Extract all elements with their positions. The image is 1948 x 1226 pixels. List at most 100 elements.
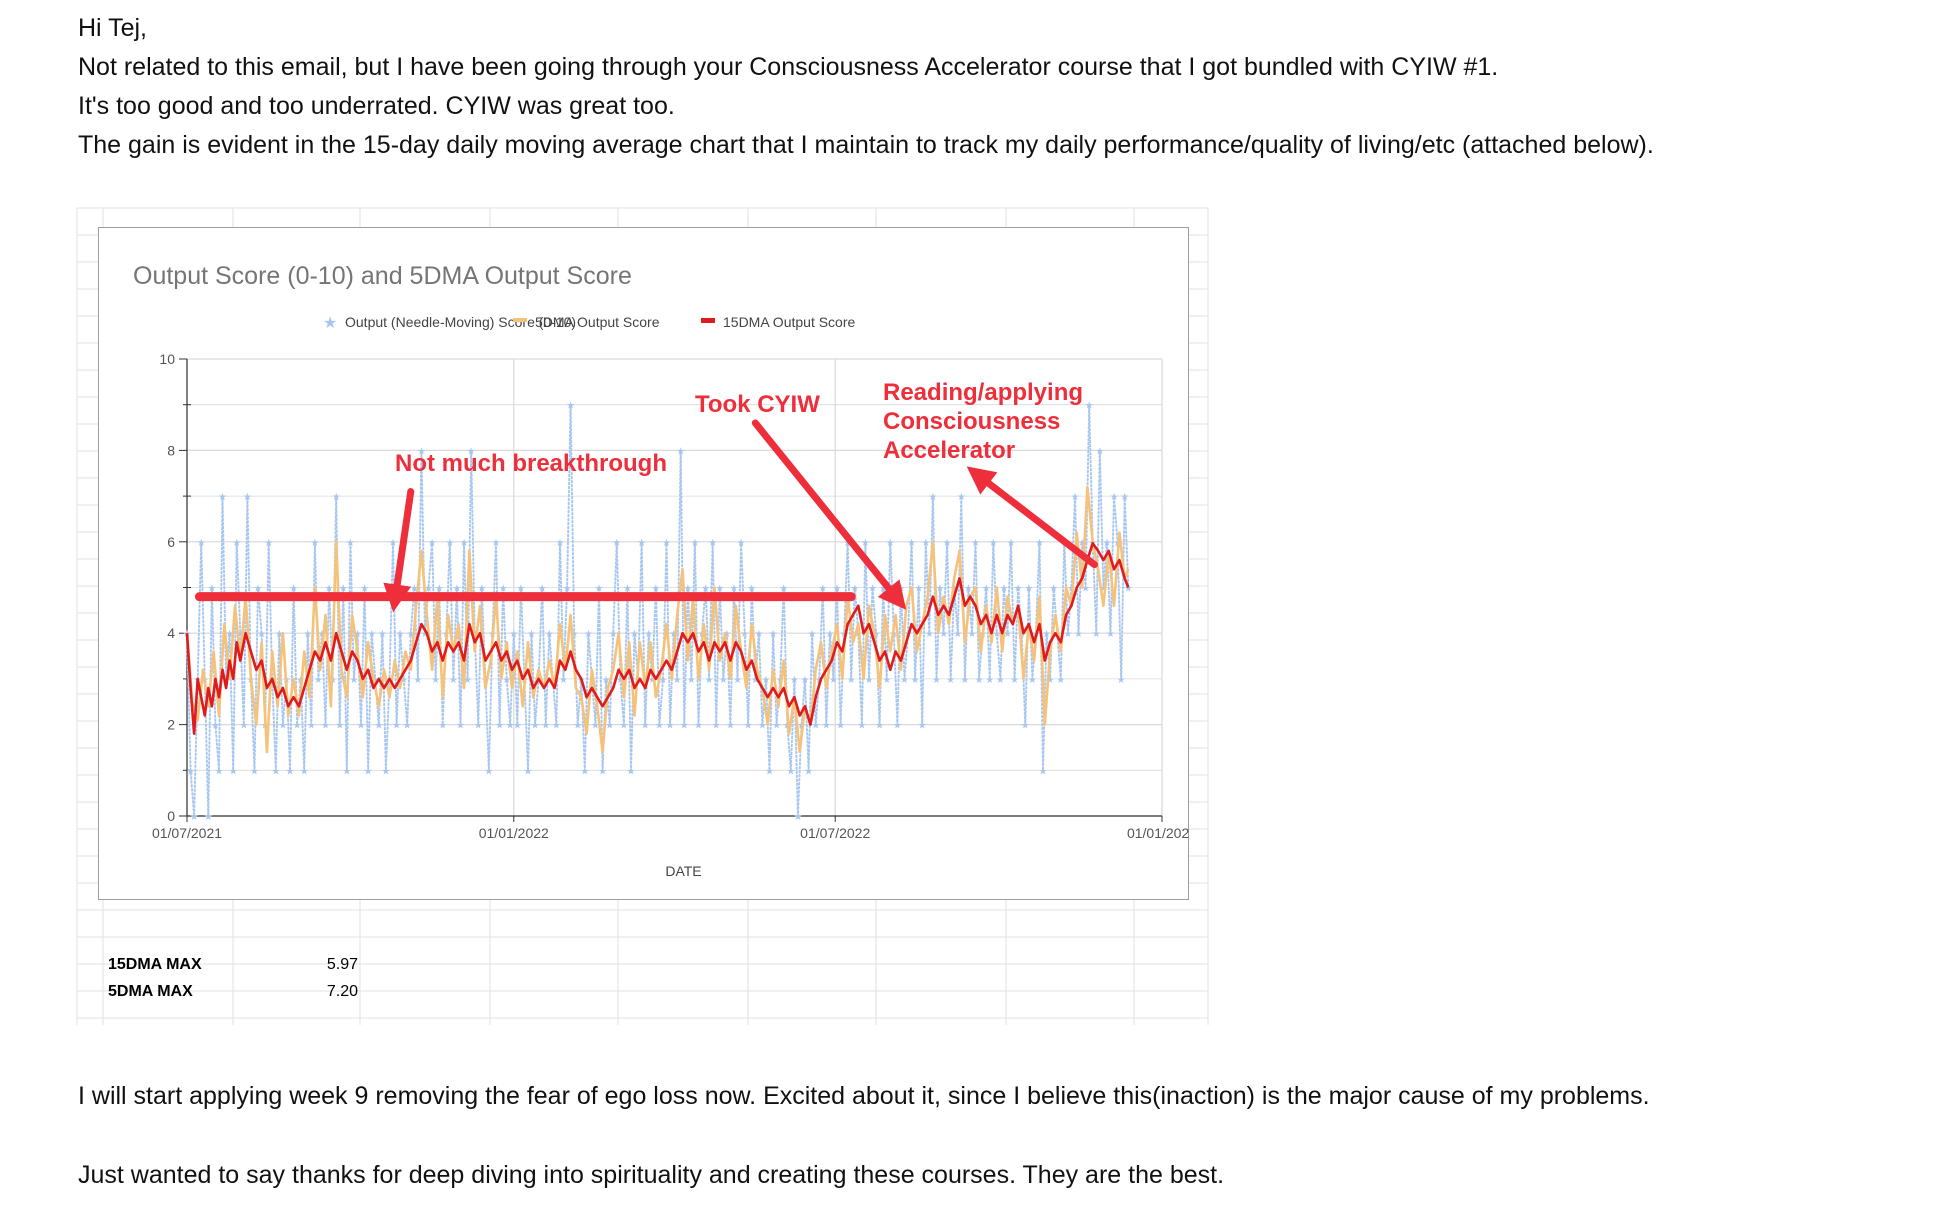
output-score-point: ★ [850,584,859,595]
output-score-point: ★ [506,721,515,732]
output-score-point: ★ [335,721,344,732]
annotation-took-cyiw: Took CYIW [695,391,907,610]
dma15-line [185,541,1130,735]
output-score-point: ★ [516,584,525,595]
output-score-point: ★ [374,721,383,732]
output-score-point: ★ [452,584,461,595]
output-score-point: ★ [694,721,703,732]
output-score-point: ★ [946,675,955,686]
output-score-point: ★ [655,721,664,732]
output-score-point: ★ [413,675,422,686]
y-tick-label: 4 [167,625,175,641]
output-score-point: ★ [545,629,554,640]
output-score-point: ★ [744,721,753,732]
output-score-point: ★ [651,584,660,595]
output-score-point: ★ [410,584,419,595]
email-line-week9: I will start applying week 9 removing th… [78,1082,1650,1110]
email-greeting: Hi Tej, [78,14,148,42]
output-score-point: ★ [275,629,284,640]
output-score-point: ★ [289,584,298,595]
output-score-point: ★ [595,584,604,595]
output-score-point: ★ [371,675,380,686]
output-score-point: ★ [808,629,817,640]
output-score-point: ★ [559,675,568,686]
output-score-point: ★ [552,721,561,732]
output-score-point: ★ [772,721,781,732]
output-score-point: ★ [893,721,902,732]
output-score-point: ★ [307,721,316,732]
output-score-point: ★ [1049,584,1058,595]
output-score-point: ★ [708,538,717,549]
output-score-point: ★ [1021,721,1030,732]
output-score-line [186,404,1130,817]
output-score-point: ★ [278,721,287,732]
annotation-text: Not much breakthrough [395,450,667,477]
output-score-point: ★ [769,629,778,640]
output-score-point: ★ [1024,584,1033,595]
output-score-point: ★ [836,721,845,732]
output-score-point: ★ [928,492,937,503]
output-score-point: ★ [239,721,248,732]
output-score-point: ★ [932,675,941,686]
output-score-point: ★ [190,812,199,823]
email-line-chart-intro: The gain is evident in the 15-day daily … [78,131,1654,159]
output-score-point: ★ [250,766,259,777]
output-score-point: ★ [357,721,366,732]
output-score-point: ★ [705,675,714,686]
output-score-point: ★ [406,629,415,640]
output-score-point: ★ [957,492,966,503]
output-score-point: ★ [1106,629,1115,640]
output-score-point: ★ [204,812,213,823]
output-score-point: ★ [900,675,909,686]
output-score-point: ★ [857,721,866,732]
output-score-point: ★ [1081,584,1090,595]
output-score-point: ★ [690,538,699,549]
output-score-point: ★ [417,446,426,457]
output-score-point: ★ [996,675,1005,686]
output-score-point: ★ [719,675,728,686]
output-score-point: ★ [619,721,628,732]
output-score-point: ★ [580,766,589,777]
output-score-point: ★ [761,675,770,686]
annotation-not-much-breakthrough: Not much breakthrough [383,450,667,613]
annotation-text: Accelerator [883,437,1015,464]
output-score-point: ★ [214,766,223,777]
annotation-arrow [966,466,1099,569]
output-score-point: ★ [786,766,795,777]
output-score-point: ★ [321,721,330,732]
legend-label: 5DMA Output Score [535,314,660,330]
output-score-point: ★ [424,584,433,595]
output-score-point: ★ [975,675,984,686]
output-score-point: ★ [460,538,469,549]
output-score-point: ★ [939,629,948,640]
output-score-point: ★ [381,766,390,777]
output-score-point: ★ [197,538,206,549]
output-score-point: ★ [918,721,927,732]
annotation-arrow [751,419,907,610]
output-score-point: ★ [332,492,341,503]
output-score-point: ★ [1092,629,1101,640]
output-score-point: ★ [882,675,891,686]
output-score-point: ★ [339,584,348,595]
output-score-point: ★ [605,721,614,732]
output-score-point: ★ [779,584,788,595]
output-score-point: ★ [325,584,334,595]
output-score-point: ★ [342,766,351,777]
y-tick-label: 0 [167,808,175,824]
output-score-point: ★ [445,538,454,549]
annotation-arrow [383,488,415,613]
legend-label: 15DMA Output Score [723,314,856,330]
output-score-point: ★ [712,721,721,732]
output-score-point: ★ [825,629,834,640]
output-score-point: ★ [985,675,994,686]
x-tick-label: 01/01/2023 [1127,825,1190,841]
output-score-point: ★ [477,584,486,595]
output-score-point: ★ [751,675,760,686]
output-score-point: ★ [868,584,877,595]
output-score-point: ★ [207,584,216,595]
output-score-point: ★ [495,721,504,732]
output-score-point: ★ [509,629,518,640]
output-score-point: ★ [847,675,856,686]
output-score-point: ★ [907,538,916,549]
output-score-point: ★ [875,721,884,732]
